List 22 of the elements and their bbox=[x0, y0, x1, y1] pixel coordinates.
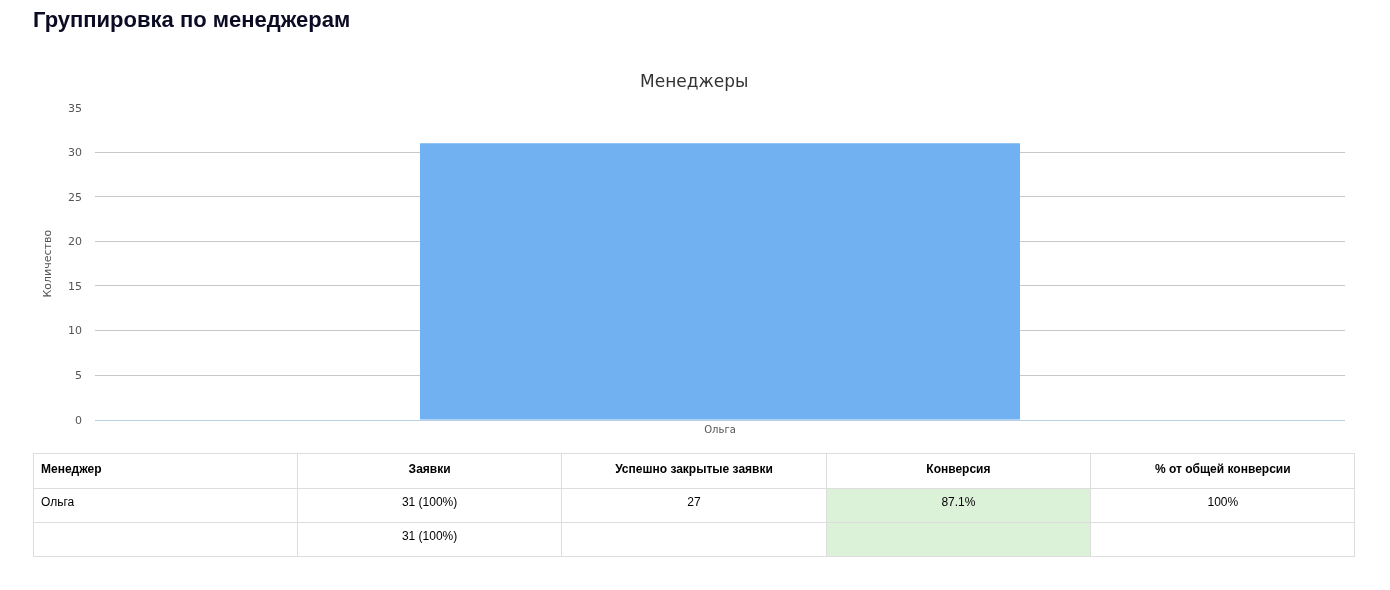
chart-subtitle: Менеджеры bbox=[640, 71, 749, 91]
category-label: % от общей конверсии bbox=[1155, 461, 1291, 476]
y-tick-label: 15 bbox=[68, 279, 82, 293]
text: 31 (100%) bbox=[401, 528, 458, 543]
text: Ольга bbox=[41, 494, 75, 509]
text: 27 bbox=[687, 494, 701, 509]
text: 100% bbox=[1207, 494, 1239, 509]
category-label: Успешно закрытые заявки bbox=[615, 461, 773, 476]
category-label: Заявки bbox=[408, 461, 451, 476]
y-tick-label: 10 bbox=[68, 324, 82, 338]
chart-title: Группировка по менеджерам bbox=[33, 6, 351, 32]
y-tick-label: 0 bbox=[75, 413, 82, 427]
y-axis-title: Количество bbox=[40, 229, 54, 298]
category-label: Менеджер bbox=[41, 461, 102, 476]
y-tick-label: 35 bbox=[68, 101, 82, 115]
category-label: Конверсия bbox=[926, 461, 991, 476]
y-tick-label: 20 bbox=[68, 235, 82, 249]
y-tick-label: 30 bbox=[68, 146, 82, 160]
text: 87.1% bbox=[941, 494, 976, 509]
y-tick-label: 5 bbox=[75, 368, 82, 382]
y-tick-label: 25 bbox=[68, 190, 82, 204]
text: 31 (100%) bbox=[401, 494, 458, 509]
